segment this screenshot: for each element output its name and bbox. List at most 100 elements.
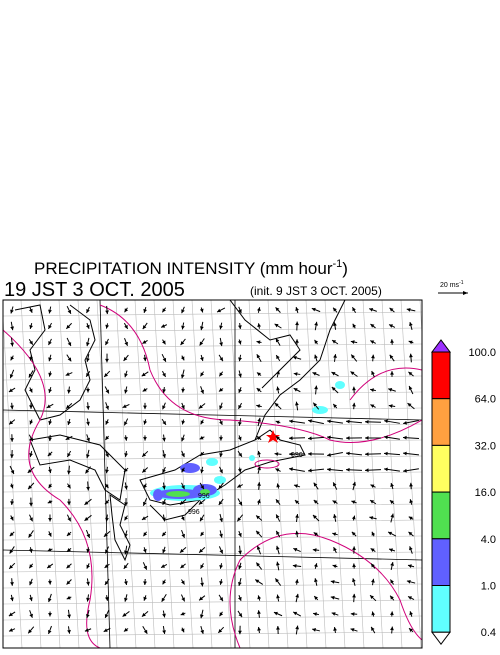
wind-arrowhead xyxy=(47,564,51,568)
wind-arrowhead xyxy=(48,373,52,377)
wind-arrowhead xyxy=(370,388,374,392)
wind-arrowhead xyxy=(256,404,260,408)
wind-arrowhead xyxy=(181,421,185,425)
wind-arrowhead xyxy=(276,387,280,391)
wind-arrowhead xyxy=(409,322,413,326)
wind-arrowhead xyxy=(200,326,204,330)
wind-arrowhead xyxy=(390,371,394,375)
init-label: (init. 9 JST 3 OCT. 2005) xyxy=(250,284,382,298)
wind-arrowhead xyxy=(295,322,299,326)
colorbar-segment xyxy=(432,399,450,446)
wind-arrowhead xyxy=(308,436,312,440)
colorbar-label: 16.0 xyxy=(475,487,496,499)
wind-arrowhead xyxy=(327,453,331,457)
title: PRECIPITATION INTENSITY (mm hour-1) xyxy=(34,258,348,278)
grid-line xyxy=(382,300,402,648)
grid-line xyxy=(3,376,422,380)
grid-line xyxy=(40,300,60,648)
wind-arrowhead xyxy=(67,421,71,425)
wind-arrowhead xyxy=(257,482,261,486)
wind-arrowhead xyxy=(10,582,14,586)
time-label: 19 JST 3 OCT. 2005 xyxy=(4,279,185,301)
ref-sup: -1 xyxy=(459,280,464,286)
wind-arrowhead xyxy=(384,452,388,456)
wind-arrowhead xyxy=(408,564,412,568)
wind-arrowhead xyxy=(308,419,312,423)
title-close: ) xyxy=(342,259,348,278)
wind-arrowhead xyxy=(407,580,411,584)
wind-arrowhead xyxy=(331,580,335,584)
colorbar-segment xyxy=(432,445,450,492)
wind-arrowhead xyxy=(48,437,52,441)
wind-arrowhead xyxy=(346,468,350,472)
wind-arrowhead xyxy=(352,594,356,598)
wind-arrowhead xyxy=(314,386,318,390)
wind-arrowhead xyxy=(407,308,411,312)
wind-arrowhead xyxy=(352,387,356,391)
wind-arrowhead xyxy=(124,581,128,585)
wind-arrowhead xyxy=(10,597,14,601)
wind-arrowhead xyxy=(86,406,90,410)
wind-arrowhead xyxy=(351,340,355,344)
wind-arrowhead xyxy=(409,483,413,487)
wind-arrowhead xyxy=(352,403,356,407)
colorbar-segment xyxy=(432,352,450,399)
meridian xyxy=(100,300,110,648)
wind-arrowhead xyxy=(143,406,147,410)
map-area: 996 996 996 xyxy=(0,296,459,650)
wind-arrowhead xyxy=(86,389,90,393)
wind-arrowhead xyxy=(257,595,261,599)
coastline xyxy=(255,300,345,440)
wind-arrowhead xyxy=(409,354,413,358)
colorbar-top xyxy=(432,340,450,352)
wind-arrowhead xyxy=(257,307,261,311)
wind-arrowhead xyxy=(219,342,223,346)
wind-arrowhead xyxy=(327,468,331,472)
colorbar-segment xyxy=(432,586,450,633)
ref-text: 20 ms xyxy=(440,282,460,289)
wind-arrowhead xyxy=(29,503,33,507)
wind-arrowhead xyxy=(143,581,147,585)
wind-arrowhead xyxy=(219,581,223,585)
wind-arrowhead xyxy=(276,562,280,566)
wind-arrowhead xyxy=(333,514,337,518)
colorbar-bottom xyxy=(432,632,450,644)
wind-arrowhead xyxy=(295,339,299,343)
wind-arrowhead xyxy=(257,418,261,422)
wind-arrowhead xyxy=(48,357,52,361)
wind-arrowhead xyxy=(313,612,317,616)
wind-arrowhead xyxy=(390,627,394,631)
grid-line xyxy=(3,312,422,316)
grid-line xyxy=(116,300,136,648)
wind-arrowhead xyxy=(238,374,242,378)
wind-arrowhead xyxy=(143,325,147,329)
wind-arrowhead xyxy=(124,390,128,394)
colorbar-label: 1.0 xyxy=(481,581,496,593)
wind-arrowhead xyxy=(365,420,369,424)
wind-arrowhead xyxy=(295,594,299,598)
wind-arrowhead xyxy=(403,436,407,440)
wind-arrowhead xyxy=(371,612,375,616)
wind-arrowhead xyxy=(365,452,369,456)
wind-arrowhead xyxy=(124,486,128,490)
wind-arrowhead xyxy=(124,598,128,602)
grid-line xyxy=(249,300,269,648)
wind-arrowhead xyxy=(276,484,280,488)
wind-arrowhead xyxy=(48,310,52,314)
wind-arrowhead xyxy=(29,405,33,409)
wind-arrowhead xyxy=(352,546,356,550)
wind-arrowhead xyxy=(86,454,90,458)
wind-arrowhead xyxy=(276,595,280,599)
wind-arrowhead xyxy=(48,421,52,425)
wind-arrowhead xyxy=(48,613,52,617)
wind-arrowhead xyxy=(67,502,71,506)
wind-arrowhead xyxy=(346,420,350,424)
contour-label: 996 xyxy=(198,493,210,500)
wind-arrowhead xyxy=(390,611,394,615)
colorbar-label: 0.4 xyxy=(481,627,496,639)
title-main: PRECIPITATION INTENSITY (mm hour xyxy=(34,259,333,278)
wind-arrowhead xyxy=(219,534,223,538)
wind-arrowhead xyxy=(219,565,223,569)
